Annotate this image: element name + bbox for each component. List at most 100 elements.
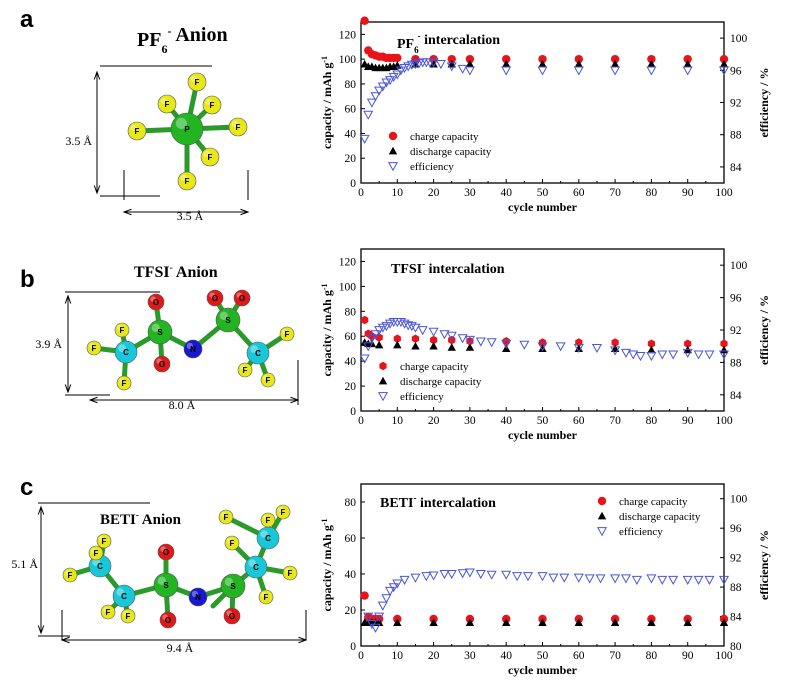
data-point [370, 330, 381, 340]
legend-marker [387, 162, 399, 172]
molecule-title-main: BETI [100, 512, 136, 528]
fluorine-atom-sphere [260, 512, 276, 528]
data-point [406, 322, 417, 332]
y2-tick-label: 92 [730, 98, 742, 110]
sulfur-atom: S [147, 319, 173, 345]
data-point [363, 612, 374, 622]
fluorine-atom-symbol: F [106, 608, 111, 617]
oxygen-atom-sphere [157, 543, 175, 561]
x-tick-label: 10 [392, 415, 404, 427]
chart-title: TFSI- intercalation [391, 259, 505, 277]
carbon-atom-symbol: C [265, 534, 271, 543]
data-point [683, 54, 692, 64]
x-tick-label: 60 [573, 187, 585, 199]
data-point [512, 572, 523, 582]
panel-label: a [20, 6, 34, 33]
data-point [377, 82, 388, 92]
y-axis-label-sup: -1 [320, 519, 329, 526]
carbon-atom-symbol: C [123, 348, 129, 357]
legend-label: discharge capacity [619, 511, 701, 523]
fluorine-atom-highlight [89, 343, 95, 348]
fluorine-atom-highlight [91, 548, 97, 553]
sulfur-atom-symbol: S [157, 328, 163, 337]
fluorine-atom: F [187, 72, 207, 92]
data-point [610, 66, 621, 76]
data-point [360, 16, 369, 25]
arrowhead [240, 208, 250, 216]
nitrogen-atom-sphere [188, 587, 208, 607]
data-point [399, 319, 410, 329]
data-point [519, 340, 530, 350]
data-point [668, 575, 679, 585]
data-point [366, 98, 377, 108]
carbon-atom-symbol: C [121, 592, 127, 601]
fluorine-atom-highlight [203, 150, 211, 158]
data-point [393, 618, 402, 626]
series-efficiency [359, 318, 730, 364]
data-point [388, 72, 399, 82]
chart-title: BETI- intercalation [380, 493, 496, 511]
x-tick-label: 10 [392, 187, 404, 199]
oxygen-atom-sphere [153, 355, 171, 373]
data-point [501, 570, 512, 580]
oxygen-atom-highlight [150, 296, 156, 303]
data-point [464, 335, 475, 345]
data-point [657, 575, 668, 585]
data-point [719, 345, 729, 354]
carbon-atom-symbol: C [97, 562, 103, 571]
oxygen-atom-highlight [160, 546, 166, 552]
legend-marker [596, 527, 608, 537]
data-point [548, 573, 559, 583]
data-point [363, 110, 374, 120]
molecule-title-sup: - [170, 263, 173, 274]
chart-title-rest: intercalation [416, 496, 496, 511]
dimension-label: 9.4 Å [167, 641, 194, 655]
legend-marker [378, 376, 388, 385]
x-tick-label: 90 [682, 650, 694, 662]
x-tick-label: 70 [609, 187, 621, 199]
x-axis-label: cycle number [508, 200, 578, 214]
data-point [610, 59, 620, 68]
fluorine-atom-sphere [218, 509, 234, 525]
data-point [573, 343, 584, 354]
molecule-title: BETI- Anion [100, 510, 182, 528]
nitrogen-atom: N [183, 339, 203, 359]
data-point [720, 339, 728, 348]
x-tick-label: 50 [537, 415, 549, 427]
phosphorus-atom-symbol: P [184, 125, 190, 134]
y-tick-label: 40 [345, 128, 357, 140]
oxygen-atom-highlight [209, 292, 215, 299]
y-tick-label: 80 [345, 79, 357, 91]
fluorine-atom-sphere [62, 567, 78, 583]
series-charge-capacity [361, 315, 728, 348]
dimension-label: 5.1 Å [11, 557, 38, 571]
x-tick-label: 60 [573, 415, 585, 427]
data-point [393, 334, 401, 343]
fluorine-atom: F [157, 94, 177, 114]
data-point [429, 342, 438, 350]
fluorine-atom: F [279, 326, 295, 342]
carbon-atom-highlight [118, 344, 126, 352]
x-tick-label: 80 [646, 187, 658, 199]
data-point [704, 575, 715, 585]
data-point [502, 618, 511, 626]
oxygen-atom: O [233, 289, 251, 307]
sulfur-atom-symbol: S [230, 582, 236, 591]
y-tick-label: 40 [345, 569, 357, 581]
carbon-atom-highlight [116, 588, 124, 597]
sulfur-atom: S [215, 307, 241, 333]
fluorine-atom-highlight [221, 512, 226, 517]
data-point [393, 53, 402, 63]
fluorine-atom: F [282, 565, 298, 581]
data-point [610, 346, 621, 356]
molecule-title: TFSI- Anion [134, 263, 218, 281]
carbon-atom: C [112, 584, 136, 608]
data-point [421, 572, 432, 582]
x-tick-label: 40 [500, 187, 512, 199]
chart-title-main: PF [397, 37, 414, 52]
oxygen-atom-sphere [233, 289, 251, 307]
molecule-title-sup: - [136, 510, 139, 520]
data-point [465, 59, 475, 68]
y-axis-label: capacity / mAh g-1 [320, 519, 335, 612]
data-point [370, 623, 381, 633]
